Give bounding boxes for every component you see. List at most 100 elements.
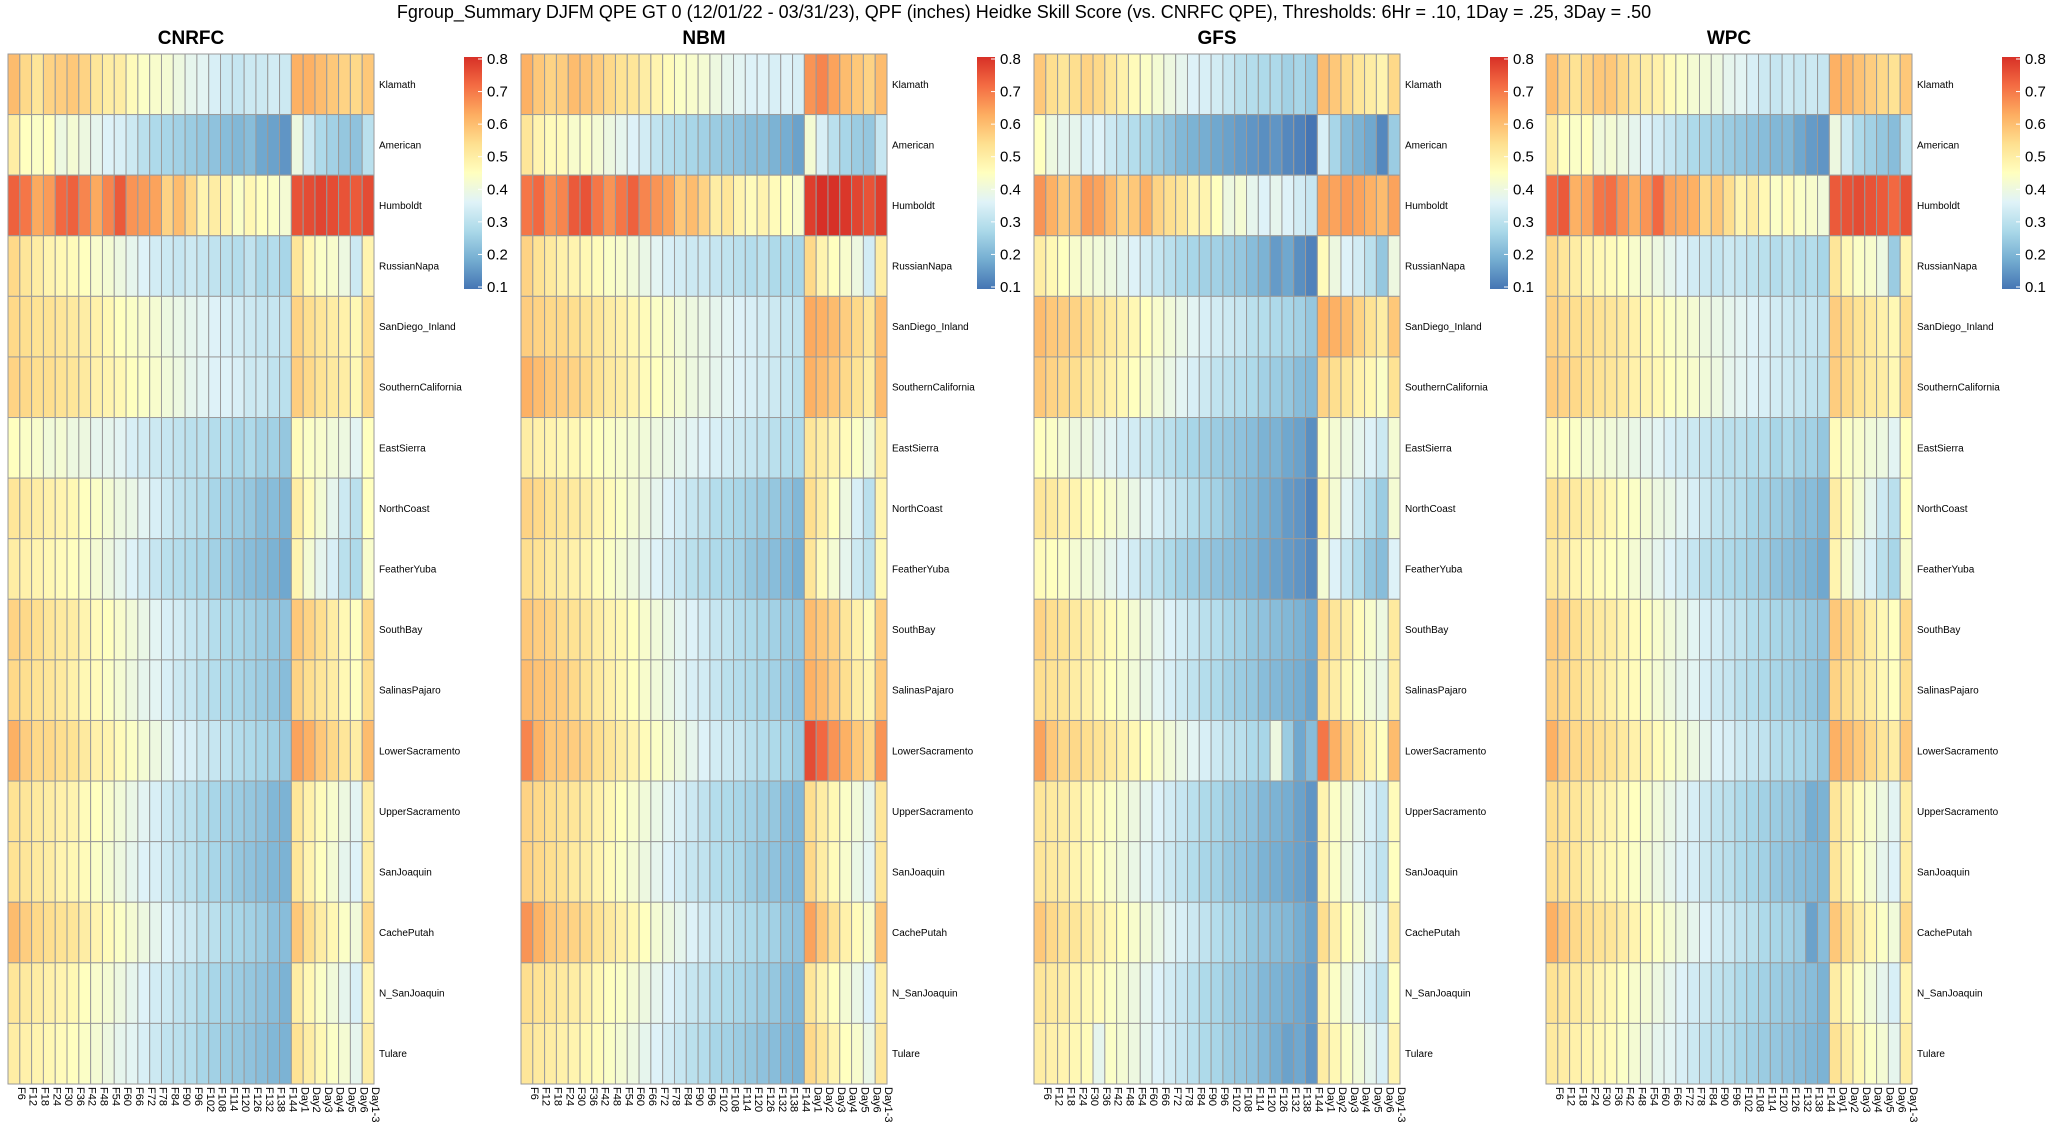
- heatmap-cell: [255, 659, 269, 721]
- heatmap-cell: [1163, 295, 1177, 358]
- heatmap-cell: [1864, 659, 1878, 721]
- heatmap-cell: [1710, 659, 1724, 721]
- heatmap-cell: [290, 295, 304, 358]
- heatmap-cell: [1545, 417, 1559, 479]
- heatmap-cell: [673, 841, 687, 903]
- row-label: SouthBay: [1917, 625, 1960, 636]
- heatmap-cell: [1080, 659, 1094, 721]
- heatmap-cell: [1687, 962, 1700, 1024]
- heatmap-cell: [874, 901, 888, 964]
- heatmap-cell: [815, 295, 829, 358]
- heatmap-cell: [1104, 598, 1118, 661]
- heatmap-cell: [208, 356, 222, 419]
- heatmap-cell: [733, 719, 746, 782]
- heatmap-cell: [90, 295, 103, 358]
- heatmap-cell: [172, 962, 186, 1024]
- heatmap-cell: [520, 841, 534, 903]
- heatmap-cell: [1175, 719, 1188, 782]
- heatmap-cell: [1899, 53, 1913, 116]
- heatmap-cell: [1580, 53, 1594, 116]
- heatmap-cell: [255, 417, 269, 479]
- heatmap-cell: [54, 962, 68, 1024]
- heatmap-cell: [544, 719, 557, 782]
- heatmap-cell: [279, 477, 292, 540]
- heatmap-cell: [756, 1022, 770, 1085]
- heatmap-cell: [19, 1022, 33, 1085]
- heatmap-cell: [243, 901, 257, 964]
- heatmap-cell: [1186, 780, 1200, 843]
- heatmap-cell: [1246, 114, 1259, 176]
- heatmap-cell: [532, 962, 546, 1024]
- heatmap-cell: [125, 53, 139, 116]
- heatmap-cell: [1281, 1022, 1295, 1085]
- heatmap-cell: [1639, 841, 1653, 903]
- column-label: F36: [587, 1087, 599, 1106]
- heatmap-cell: [1651, 235, 1665, 297]
- heatmap-cell: [42, 356, 56, 419]
- heatmap-cell: [851, 356, 864, 419]
- heatmap-cell: [1887, 295, 1901, 358]
- heatmap-cell: [231, 538, 245, 600]
- heatmap-cell: [290, 841, 304, 903]
- heatmap-cell: [137, 114, 151, 176]
- heatmap-cell: [733, 295, 746, 358]
- heatmap-cell: [1352, 962, 1366, 1024]
- heatmap-cell: [803, 538, 817, 600]
- heatmap-cell: [42, 780, 56, 843]
- heatmap-cell: [1151, 962, 1165, 1024]
- heatmap-cell: [1639, 235, 1653, 297]
- heatmap-cell: [66, 1022, 80, 1085]
- heatmap-cell: [101, 901, 115, 964]
- heatmap-cell: [1628, 1022, 1641, 1085]
- heatmap-cell: [255, 780, 269, 843]
- heatmap-cell: [1328, 659, 1342, 721]
- heatmap-cell: [1340, 53, 1354, 116]
- heatmap-cell: [1092, 114, 1106, 176]
- heatmap-cell: [1068, 841, 1082, 903]
- heatmap-cell: [638, 962, 652, 1024]
- heatmap-cell: [650, 477, 664, 540]
- heatmap-cell: [768, 174, 782, 237]
- heatmap-cell: [662, 235, 675, 297]
- heatmap-cell: [66, 417, 80, 479]
- heatmap-cell: [1151, 780, 1165, 843]
- column-label: F144: [799, 1087, 811, 1112]
- heatmap-cell: [1127, 598, 1141, 661]
- heatmap-cell: [1639, 114, 1653, 176]
- heatmap-cell: [1557, 174, 1571, 237]
- heatmap-cell: [279, 719, 292, 782]
- heatmap-cell: [1710, 174, 1724, 237]
- heatmap-cell: [1316, 235, 1330, 297]
- heatmap-cell: [697, 295, 711, 358]
- heatmap-cell: [780, 841, 794, 903]
- heatmap-cell: [137, 417, 151, 479]
- heatmap-cell: [1628, 174, 1641, 237]
- heatmap-cell: [1616, 841, 1630, 903]
- heatmap-cell: [7, 780, 21, 843]
- heatmap-cell: [31, 114, 44, 176]
- heatmap-cell: [137, 174, 151, 237]
- heatmap-cell: [1127, 538, 1141, 600]
- heatmap-cell: [279, 53, 292, 116]
- heatmap-cell: [243, 1022, 257, 1085]
- heatmap-cell: [1057, 1022, 1070, 1085]
- heatmap-cell: [1722, 901, 1736, 964]
- heatmap-cell: [626, 417, 640, 479]
- heatmap-cell: [208, 174, 222, 237]
- heatmap-cell: [544, 841, 557, 903]
- heatmap-cell: [874, 598, 888, 661]
- column-label: Day4: [1360, 1087, 1372, 1113]
- heatmap-cell: [1092, 841, 1106, 903]
- heatmap-cell: [803, 901, 817, 964]
- heatmap-cell: [1163, 598, 1177, 661]
- heatmap-cell: [1198, 538, 1212, 600]
- heatmap-cell: [1840, 598, 1854, 661]
- heatmap-cell: [1710, 477, 1724, 540]
- heatmap-cell: [638, 53, 652, 116]
- heatmap-cell: [78, 659, 92, 721]
- heatmap-cell: [1305, 356, 1318, 419]
- heatmap-cell: [1033, 719, 1047, 782]
- heatmap-cell: [314, 538, 328, 600]
- legend-tick-label: 0.4: [2025, 181, 2046, 198]
- heatmap-cell: [149, 417, 162, 479]
